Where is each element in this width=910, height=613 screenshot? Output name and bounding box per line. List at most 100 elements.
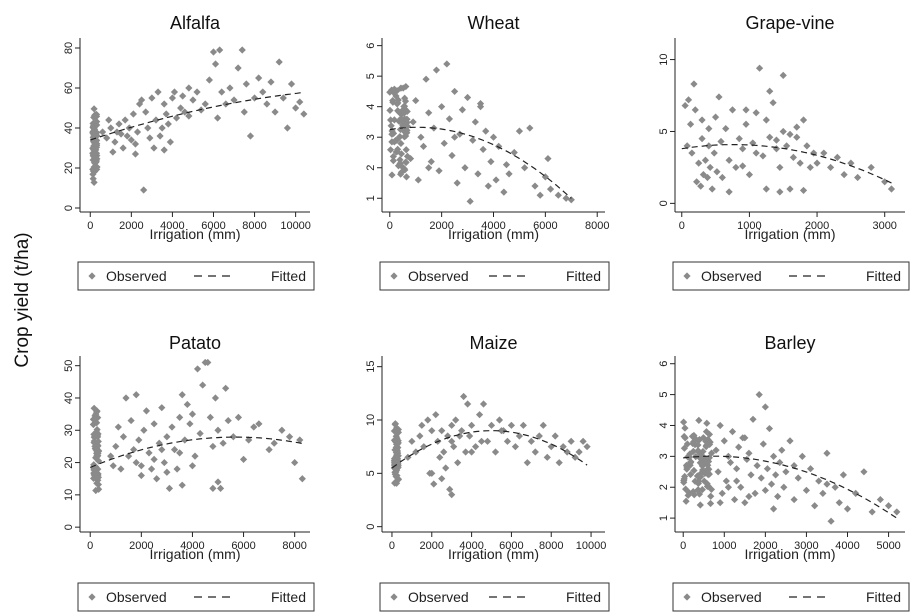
observed-point bbox=[559, 443, 567, 451]
observed-point bbox=[495, 416, 504, 424]
observed-point bbox=[699, 447, 707, 456]
x-tick-label: 2000 bbox=[429, 220, 453, 232]
x-axis-label: Irrigation (mm) bbox=[149, 226, 240, 242]
observed-point bbox=[394, 439, 402, 447]
observed-point bbox=[689, 447, 697, 455]
observed-point bbox=[575, 448, 583, 456]
observed-point bbox=[471, 118, 479, 126]
observed-point bbox=[840, 171, 848, 179]
observed-point bbox=[735, 443, 743, 451]
observed-point bbox=[152, 116, 160, 124]
observed-point bbox=[388, 171, 396, 179]
observed-point bbox=[394, 425, 402, 434]
observed-point bbox=[680, 418, 688, 426]
observed-point bbox=[451, 133, 459, 141]
x-tick-label: 2000 bbox=[805, 220, 829, 232]
panel-title: Maize bbox=[469, 333, 517, 353]
y-tick-label: 4 bbox=[365, 104, 377, 110]
x-tick-label: 10000 bbox=[280, 220, 311, 232]
observed-point bbox=[402, 82, 410, 91]
observed-point bbox=[94, 465, 102, 473]
observed-point bbox=[160, 458, 168, 467]
observed-point bbox=[733, 477, 741, 485]
observed-point bbox=[694, 479, 702, 488]
observed-point bbox=[722, 477, 730, 485]
observed-point bbox=[432, 411, 440, 419]
observed-point bbox=[130, 446, 138, 454]
observed-point bbox=[757, 474, 765, 482]
observed-point bbox=[90, 146, 98, 154]
legend-observed-label: Observed bbox=[106, 589, 167, 605]
observed-point bbox=[527, 437, 535, 445]
observed-point bbox=[732, 163, 740, 172]
observed-point bbox=[94, 471, 102, 479]
y-tick-label: 5 bbox=[658, 128, 670, 134]
observed-point bbox=[250, 94, 259, 102]
observed-point bbox=[396, 159, 404, 167]
observed-point bbox=[163, 433, 171, 441]
observed-point bbox=[786, 437, 794, 445]
observed-point bbox=[688, 432, 697, 440]
observed-point bbox=[296, 436, 304, 444]
observed-point bbox=[246, 132, 255, 140]
x-tick-label: 8000 bbox=[242, 220, 266, 232]
legend-observed-label: Observed bbox=[106, 268, 167, 284]
observed-point bbox=[546, 185, 555, 193]
observed-point bbox=[133, 128, 142, 136]
observed-point bbox=[450, 443, 458, 451]
observed-point bbox=[686, 120, 695, 128]
observed-point bbox=[443, 60, 451, 68]
observed-point bbox=[438, 475, 446, 483]
observed-point bbox=[503, 437, 512, 445]
observed-point bbox=[799, 116, 808, 124]
x-tick-label: 10000 bbox=[576, 540, 607, 552]
observed-point bbox=[448, 151, 456, 160]
observed-point bbox=[451, 87, 459, 96]
observed-point bbox=[224, 416, 232, 425]
observed-point bbox=[811, 502, 819, 510]
observed-point bbox=[476, 103, 485, 111]
observed-point bbox=[403, 129, 411, 137]
observed-point bbox=[401, 166, 409, 174]
observed-point bbox=[446, 485, 454, 493]
observed-point bbox=[693, 472, 702, 480]
observed-point bbox=[240, 108, 248, 116]
observed-point bbox=[400, 102, 409, 110]
observed-point bbox=[211, 394, 220, 402]
observed-point bbox=[278, 426, 286, 434]
observed-point bbox=[402, 146, 410, 154]
observed-point bbox=[391, 470, 399, 478]
observed-point bbox=[137, 471, 145, 480]
x-axis-label: Irrigation (mm) bbox=[744, 546, 835, 562]
observed-point bbox=[138, 96, 146, 104]
observed-point bbox=[440, 448, 448, 456]
y-tick-label: 50 bbox=[63, 360, 75, 372]
observed-point bbox=[467, 448, 476, 456]
observed-point bbox=[132, 458, 140, 467]
observed-point bbox=[521, 164, 529, 172]
observed-point bbox=[92, 486, 100, 495]
observed-point bbox=[779, 71, 787, 79]
fitted-curve bbox=[391, 430, 588, 469]
x-tick-label: 4000 bbox=[459, 540, 483, 552]
observed-point bbox=[696, 470, 704, 478]
panel-title: Grape-vine bbox=[745, 13, 834, 33]
observed-point bbox=[745, 492, 753, 501]
observed-point bbox=[794, 474, 802, 482]
observed-point bbox=[535, 432, 543, 440]
observed-point bbox=[539, 421, 547, 429]
y-tick-label: 3 bbox=[658, 453, 670, 459]
observed-point bbox=[90, 461, 98, 469]
observed-point bbox=[186, 420, 194, 428]
observed-point bbox=[109, 462, 117, 470]
observed-point bbox=[469, 136, 477, 144]
observed-point bbox=[695, 435, 704, 444]
observed-point bbox=[178, 391, 186, 399]
observed-point bbox=[681, 434, 689, 442]
observed-point bbox=[135, 436, 143, 444]
observed-point bbox=[424, 416, 432, 424]
observed-point bbox=[90, 438, 98, 447]
x-axis-label: Irrigation (mm) bbox=[149, 546, 240, 562]
observed-point bbox=[391, 420, 399, 428]
